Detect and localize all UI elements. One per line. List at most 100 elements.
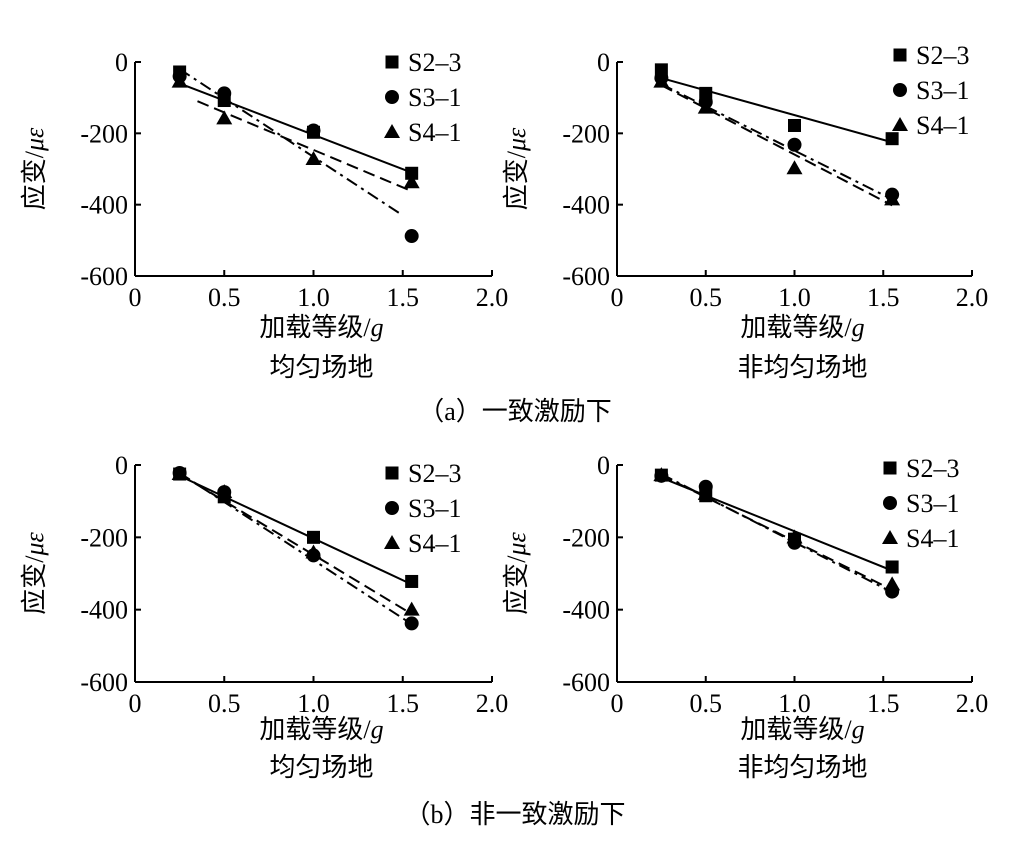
data-point-s4-1 (171, 466, 188, 481)
data-point-s4-1 (171, 73, 188, 88)
data-point-s4-1 (216, 484, 233, 499)
legend-label: S3–1 (906, 489, 959, 518)
y-axis-title-text: 应变/ (502, 150, 531, 210)
x-axis-unit: g (852, 715, 865, 744)
y-tick-label: 0 (115, 451, 128, 480)
y-tick-label: -200 (562, 119, 610, 148)
legend-marker-s4-1 (384, 535, 400, 549)
x-axis-title-text: 加载等级/ (259, 313, 371, 342)
y-axis-title: 应变/με (502, 127, 531, 210)
fit-line-s4-1 (197, 100, 413, 193)
y-tick-label: 0 (597, 451, 610, 480)
data-point-s2-3 (885, 132, 899, 146)
data-point-s2-3 (405, 574, 419, 588)
x-tick-label: 2.0 (956, 689, 989, 718)
y-tick-label: -400 (80, 191, 128, 220)
data-point-s4-1 (403, 601, 420, 616)
x-tick-label: 2.0 (956, 283, 989, 312)
data-point-s3-1 (787, 137, 802, 152)
legend-label: S4–1 (906, 524, 959, 553)
x-tick-label: 2.0 (476, 283, 509, 312)
x-tick-label: 1.0 (778, 689, 811, 718)
legend-label: S2–3 (916, 41, 969, 70)
y-axis-title: 应变/με (20, 531, 49, 614)
x-tick-label: 1.0 (297, 689, 330, 718)
legend-label: S3–1 (408, 83, 461, 112)
legend-label: S3–1 (408, 494, 461, 523)
y-tick-label: -200 (562, 523, 610, 552)
fit-line-s2-3 (661, 77, 893, 144)
y-tick-label: -600 (562, 668, 610, 697)
caption-b: （b）非一致激励下 (404, 800, 625, 829)
y-tick-label: -200 (80, 523, 128, 552)
data-point-s4-1 (216, 110, 233, 125)
data-point-s4-1 (305, 544, 322, 559)
y-tick-label: -600 (80, 262, 128, 291)
x-axis-unit: g (852, 313, 865, 342)
y-tick-label: -600 (562, 262, 610, 291)
x-tick-label: 1.0 (778, 283, 811, 312)
y-tick-label: 0 (597, 48, 610, 77)
x-axis-unit: g (371, 715, 384, 744)
legend-marker-s2-3 (883, 461, 897, 475)
x-axis-title-text: 加载等级/ (259, 715, 371, 744)
fit-line-s3-1 (179, 68, 404, 217)
x-tick-label: 0 (129, 689, 142, 718)
legend-label: S4–1 (408, 118, 461, 147)
y-axis-title-text: 应变/ (20, 150, 49, 210)
fit-line-s4-1 (660, 474, 893, 591)
data-point-s3-1 (404, 616, 419, 631)
legend-label: S2–3 (906, 454, 959, 483)
chart-subtitle: 均匀场地 (269, 353, 373, 382)
y-axis-unit: με (502, 127, 531, 152)
data-point-s4-1 (884, 576, 901, 591)
legend-label: S3–1 (916, 76, 969, 105)
legend-label: S2–3 (408, 459, 461, 488)
x-tick-label: 0.5 (690, 283, 723, 312)
chart-subtitle: 非均匀场地 (737, 753, 867, 782)
x-axis-title: 加载等级/g (740, 715, 864, 744)
data-point-s4-1 (697, 99, 714, 114)
fit-line-s3-1 (179, 472, 413, 625)
data-point-s2-3 (405, 166, 419, 180)
y-axis-unit: με (20, 531, 49, 556)
x-tick-label: 1.0 (297, 283, 330, 312)
legend-marker-s2-3 (385, 55, 399, 69)
x-tick-label: 1.5 (387, 689, 420, 718)
x-tick-label: 0.5 (208, 283, 241, 312)
legend-marker-s2-3 (385, 466, 399, 480)
y-axis-unit: με (20, 127, 49, 152)
data-point-s3-1 (217, 86, 232, 101)
y-tick-label: -200 (80, 119, 128, 148)
x-tick-label: 2.0 (476, 689, 509, 718)
caption-a: （a）一致激励下 (418, 397, 612, 426)
data-point-s3-1 (404, 229, 419, 244)
data-point-s4-1 (403, 174, 420, 189)
chart-subtitle: 均匀场地 (269, 753, 373, 782)
legend-marker-s3-1 (385, 501, 399, 515)
y-axis-unit: με (502, 531, 531, 556)
y-axis-title: 应变/με (502, 531, 531, 614)
data-point-s4-1 (305, 151, 322, 166)
fit-line-s4-1 (660, 84, 893, 207)
x-axis-unit: g (371, 313, 384, 342)
y-axis-title-text: 应变/ (502, 555, 531, 615)
data-point-s4-1 (653, 467, 670, 482)
data-point-s3-1 (306, 123, 321, 138)
data-point-s2-3 (788, 118, 801, 132)
legend-marker-s4-1 (892, 117, 908, 131)
y-tick-label: -400 (562, 596, 610, 625)
fit-line-s2-3 (179, 82, 413, 174)
x-tick-label: 0 (129, 283, 142, 312)
y-tick-label: -600 (80, 668, 128, 697)
fit-line-s2-3 (179, 474, 413, 586)
x-tick-label: 1.5 (867, 283, 900, 312)
legend-marker-s3-1 (893, 83, 907, 97)
x-tick-label: 0 (611, 689, 624, 718)
data-point-s4-1 (884, 191, 901, 206)
legend-label: S4–1 (916, 111, 969, 140)
legend-marker-s4-1 (384, 124, 400, 138)
